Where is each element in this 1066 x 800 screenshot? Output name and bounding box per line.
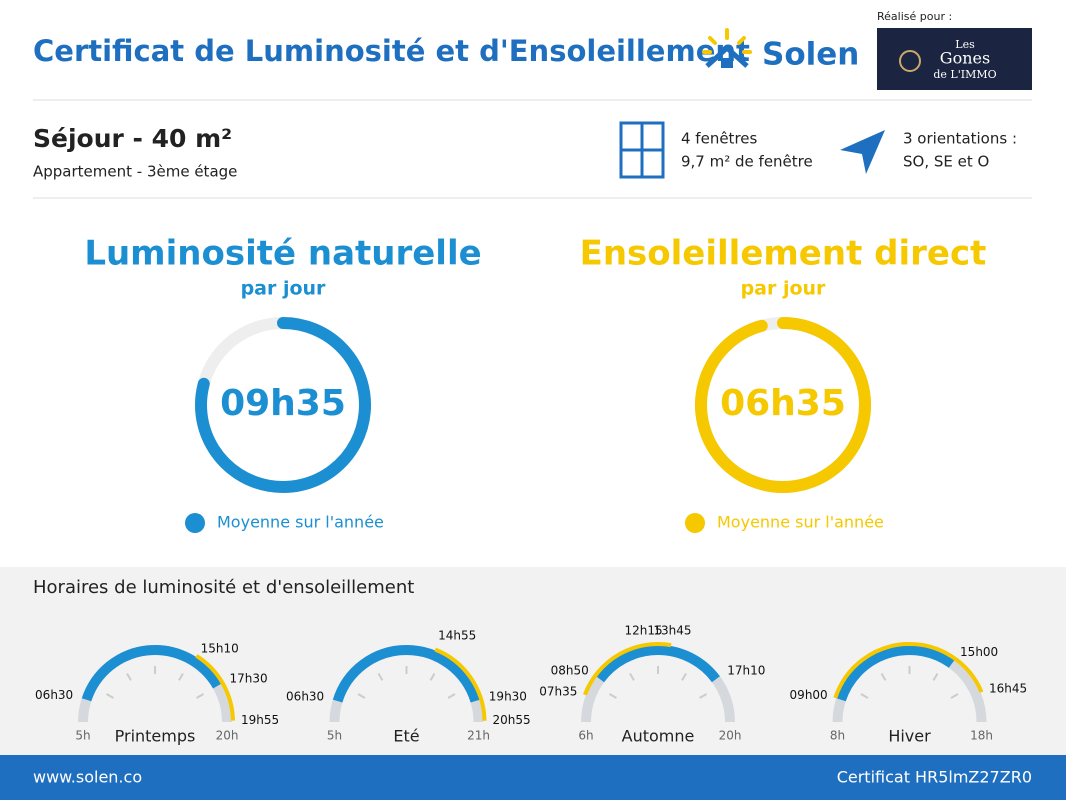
time-label: 17h30 (229, 672, 267, 686)
time-label: 19h30 (489, 690, 527, 704)
gauge-tick (447, 693, 456, 699)
gauge-tick (932, 673, 939, 681)
light-arc (81, 645, 222, 702)
legend-dot (685, 513, 705, 533)
gauge-tick (699, 693, 707, 699)
time-label: 06h30 (286, 690, 324, 704)
title: Certificat de Luminosité et d'Ensoleille… (33, 34, 750, 68)
client-name: Gones (940, 49, 990, 68)
season-name: Hiver (888, 727, 931, 746)
legend-label: Moyenne sur l'année (717, 513, 884, 532)
gauge-tick (429, 673, 436, 681)
window-icon (619, 121, 665, 179)
gauge-tick (126, 673, 132, 681)
summary-subtitle: par jour (741, 278, 826, 300)
time-label: 15h10 (201, 642, 239, 656)
client-emblem (899, 50, 921, 72)
footer-site: www.solen.co (33, 768, 142, 787)
client-logo (877, 28, 1032, 90)
season-name: Printemps (115, 727, 196, 746)
gauge-start: 6h (578, 729, 593, 743)
time-label: 14h55 (438, 629, 476, 643)
light-arc (836, 645, 955, 702)
sun-arc (195, 654, 235, 721)
room-title: Séjour - 40 m² (33, 124, 232, 153)
time-label: 13h45 (653, 624, 691, 638)
gauge-tick (377, 673, 384, 681)
gauge-start: 8h (830, 729, 845, 743)
room-subtitle: Appartement - 3ème étage (33, 163, 237, 181)
brand: Solen (762, 37, 859, 73)
windows-area: 9,7 m² de fenêtre (681, 153, 813, 171)
gauge-tick (106, 693, 114, 699)
time-label: 07h35 (539, 685, 577, 699)
solen-logo: Solen (702, 28, 859, 73)
gauge-start: 5h (327, 729, 342, 743)
time-label: 09h00 (790, 688, 828, 702)
gauge-end: 18h (970, 729, 993, 743)
gauge-tick (196, 693, 204, 699)
time-label: 17h10 (727, 663, 765, 677)
gauge-tick (357, 693, 366, 699)
gauge-end: 20h (719, 729, 742, 743)
gauge-tick (609, 693, 617, 699)
sun-arc (582, 642, 672, 696)
gauge-end: 21h (467, 729, 490, 743)
legend-dot (185, 513, 205, 533)
ring-arc (195, 317, 371, 493)
windows-count: 4 fenêtres (681, 130, 758, 148)
time-label: 15h00 (960, 645, 998, 659)
light-arc (332, 645, 481, 703)
schedule-title: Horaires de luminosité et d'ensoleilleme… (33, 577, 414, 598)
gauge-tick (629, 673, 635, 681)
footer (0, 755, 1066, 800)
gauge-tick (880, 673, 887, 681)
time-label: 16h45 (989, 682, 1027, 696)
legend-label: Moyenne sur l'année (217, 513, 384, 532)
time-label: 08h50 (551, 663, 589, 677)
light-arc (596, 645, 720, 683)
time-label: 12h15 (625, 624, 663, 638)
gauge-tick (950, 693, 959, 699)
sun-arc (434, 647, 487, 721)
schedule-panel (0, 567, 1066, 755)
summary-subtitle: par jour (241, 278, 326, 300)
time-label: 20h55 (492, 713, 530, 727)
time-label: 19h55 (241, 713, 279, 727)
ring-arc (695, 317, 871, 493)
orientations: 3 orientations : (903, 130, 1017, 148)
gauge-end: 20h (216, 729, 239, 743)
sun-arc (833, 642, 984, 699)
client-name: de L'IMMO (933, 68, 996, 81)
time-label: 06h30 (35, 688, 73, 702)
summary-value: 09h35 (220, 383, 346, 424)
client-name: Les (955, 38, 975, 51)
gauge-start: 5h (75, 729, 90, 743)
orientations-list: SO, SE et O (903, 153, 989, 171)
gauge-tick (860, 693, 869, 699)
season-name: Automne (622, 727, 695, 746)
summary-value: 06h35 (720, 383, 846, 424)
made-for: Réalisé pour : (877, 10, 952, 23)
summary-title: Luminosité naturelle (84, 234, 481, 274)
summary-title: Ensoleillement direct (580, 234, 987, 274)
gauge-tick (178, 673, 184, 681)
season-name: Eté (393, 727, 419, 746)
footer-certificate: Certificat HR5lmZ27ZR0 (837, 768, 1032, 787)
gauge-tick (681, 673, 687, 681)
orientation-icon (840, 130, 885, 174)
